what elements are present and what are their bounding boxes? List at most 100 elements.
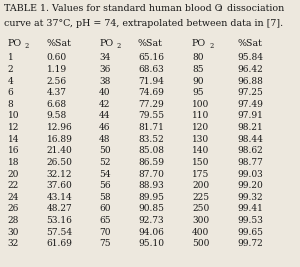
Text: 71.94: 71.94 [138, 77, 164, 86]
Text: 52: 52 [99, 158, 110, 167]
Text: 79.55: 79.55 [138, 112, 164, 120]
Text: 46: 46 [99, 123, 110, 132]
Text: 70: 70 [99, 227, 110, 237]
Text: 77.29: 77.29 [138, 100, 164, 109]
Text: 97.91: 97.91 [237, 112, 263, 120]
Text: 6.68: 6.68 [46, 100, 67, 109]
Text: 10: 10 [8, 112, 19, 120]
Text: TABLE 1. Values for standard human blood O: TABLE 1. Values for standard human blood… [4, 4, 223, 13]
Text: 99.32: 99.32 [237, 193, 262, 202]
Text: 12.96: 12.96 [46, 123, 72, 132]
Text: 4: 4 [8, 77, 13, 86]
Text: 53.16: 53.16 [46, 216, 72, 225]
Text: 16: 16 [8, 146, 19, 155]
Text: 44: 44 [99, 112, 110, 120]
Text: 26.50: 26.50 [46, 158, 72, 167]
Text: 74.69: 74.69 [138, 88, 164, 97]
Text: 98.62: 98.62 [237, 146, 263, 155]
Text: 2.56: 2.56 [46, 77, 67, 86]
Text: 99.72: 99.72 [237, 239, 263, 248]
Text: %Sat: %Sat [46, 39, 71, 48]
Text: 300: 300 [192, 216, 209, 225]
Text: 57.54: 57.54 [46, 227, 73, 237]
Text: 92.73: 92.73 [138, 216, 164, 225]
Text: 21.40: 21.40 [46, 146, 72, 155]
Text: 90: 90 [192, 77, 203, 86]
Text: 12: 12 [8, 123, 19, 132]
Text: 86.59: 86.59 [138, 158, 164, 167]
Text: 250: 250 [192, 205, 209, 213]
Text: 2: 2 [209, 42, 214, 50]
Text: 120: 120 [192, 123, 209, 132]
Text: 400: 400 [192, 227, 209, 237]
Text: %Sat: %Sat [138, 39, 163, 48]
Text: 99.41: 99.41 [237, 205, 263, 213]
Text: 50: 50 [99, 146, 111, 155]
Text: 65: 65 [99, 216, 111, 225]
Text: 1.19: 1.19 [46, 65, 67, 74]
Text: 87.70: 87.70 [138, 170, 164, 179]
Text: curve at 37°C, pH = 74, extrapolated between data in [7].: curve at 37°C, pH = 74, extrapolated bet… [4, 19, 284, 28]
Text: 85.08: 85.08 [138, 146, 164, 155]
Text: 94.06: 94.06 [138, 227, 164, 237]
Text: 22: 22 [8, 181, 19, 190]
Text: 68.63: 68.63 [138, 65, 164, 74]
Text: 36: 36 [99, 65, 110, 74]
Text: 38: 38 [99, 77, 110, 86]
Text: 83.52: 83.52 [138, 135, 164, 144]
Text: 58: 58 [99, 193, 111, 202]
Text: 8: 8 [8, 100, 13, 109]
Text: 6: 6 [8, 88, 13, 97]
Text: 32.12: 32.12 [46, 170, 72, 179]
Text: 200: 200 [192, 181, 209, 190]
Text: 88.93: 88.93 [138, 181, 164, 190]
Text: 20: 20 [8, 170, 19, 179]
Text: 4.37: 4.37 [46, 88, 67, 97]
Text: 24: 24 [8, 193, 19, 202]
Text: 99.65: 99.65 [237, 227, 263, 237]
Text: PO: PO [99, 39, 113, 48]
Text: 65.16: 65.16 [138, 53, 164, 62]
Text: 95.10: 95.10 [138, 239, 164, 248]
Text: PO: PO [192, 39, 206, 48]
Text: 96.42: 96.42 [237, 65, 263, 74]
Text: 75: 75 [99, 239, 111, 248]
Text: 99.20: 99.20 [237, 181, 263, 190]
Text: 98.21: 98.21 [237, 123, 263, 132]
Text: 2: 2 [25, 42, 29, 50]
Text: 28: 28 [8, 216, 19, 225]
Text: %Sat: %Sat [237, 39, 262, 48]
Text: 98.77: 98.77 [237, 158, 263, 167]
Text: 0.60: 0.60 [46, 53, 67, 62]
Text: 61.69: 61.69 [46, 239, 72, 248]
Text: 95.84: 95.84 [237, 53, 263, 62]
Text: 81.71: 81.71 [138, 123, 164, 132]
Text: 150: 150 [192, 158, 209, 167]
Text: 26: 26 [8, 205, 19, 213]
Text: 34: 34 [99, 53, 110, 62]
Text: 80: 80 [192, 53, 203, 62]
Text: 30: 30 [8, 227, 19, 237]
Text: 40: 40 [99, 88, 110, 97]
Text: 48.27: 48.27 [46, 205, 72, 213]
Text: 500: 500 [192, 239, 209, 248]
Text: 2: 2 [8, 65, 13, 74]
Text: 100: 100 [192, 100, 209, 109]
Text: 140: 140 [192, 146, 209, 155]
Text: 54: 54 [99, 170, 111, 179]
Text: 14: 14 [8, 135, 19, 144]
Text: 225: 225 [192, 193, 209, 202]
Text: dissociation: dissociation [224, 4, 284, 13]
Text: 89.95: 89.95 [138, 193, 164, 202]
Text: 96.88: 96.88 [237, 77, 263, 86]
Text: 1: 1 [8, 53, 13, 62]
Text: 9.58: 9.58 [46, 112, 67, 120]
Text: 130: 130 [192, 135, 209, 144]
Text: 97.49: 97.49 [237, 100, 263, 109]
Text: 48: 48 [99, 135, 110, 144]
Text: 32: 32 [8, 239, 19, 248]
Text: 95: 95 [192, 88, 204, 97]
Text: 16.89: 16.89 [46, 135, 72, 144]
Text: 98.44: 98.44 [237, 135, 263, 144]
Text: 99.53: 99.53 [237, 216, 263, 225]
